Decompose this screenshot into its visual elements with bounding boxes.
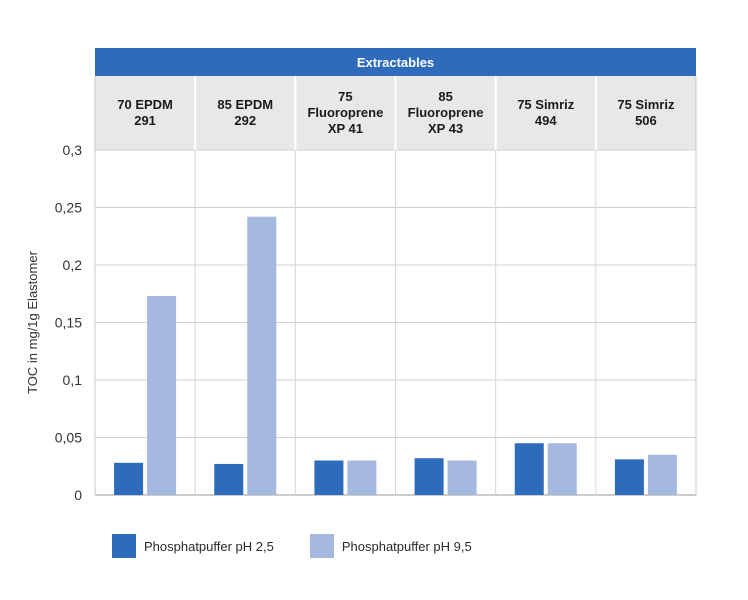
legend-label-ph95: Phosphatpuffer pH 9,5 <box>341 538 472 554</box>
gridlines <box>94 76 697 496</box>
bar-ph25-4 <box>514 443 544 495</box>
legend-swatch-ph95 <box>309 534 334 558</box>
category-label-4: 75 Simriz 494 <box>517 97 575 128</box>
category-label-3-line-0: 85 <box>438 89 452 104</box>
bar-ph95-4 <box>547 443 577 495</box>
y-tick-label-0: 0 <box>74 487 82 503</box>
legend-swatch-ph25 <box>112 534 136 558</box>
category-label-0: 70 EPDM 291 <box>117 97 173 128</box>
category-label-2-line-1: Fluoroprene <box>307 105 383 120</box>
y-tick-label-2: 0,1 <box>63 372 83 388</box>
category-label-4-line-1: 494 <box>535 113 557 128</box>
category-label-0-line-0: 70 EPDM <box>117 97 173 112</box>
category-label-2: 75 Fluoroprene XP 41 <box>307 89 383 136</box>
legend: Phosphatpuffer pH 2,5 Phosphatpuffer pH … <box>112 534 508 558</box>
bars <box>114 216 677 495</box>
bar-ph25-0 <box>114 462 144 495</box>
category-label-3: 85 Fluoroprene XP 43 <box>408 89 484 136</box>
y-tick-label-5: 0,25 <box>55 200 82 216</box>
bar-ph25-2 <box>314 460 344 495</box>
legend-item-ph25: Phosphatpuffer pH 2,5 <box>112 534 274 558</box>
y-tick-labels: 0 0,05 0,1 0,15 0,2 0,25 0,3 <box>55 142 82 503</box>
y-tick-label-1: 0,05 <box>55 430 82 446</box>
y-tick-label-3: 0,15 <box>55 315 82 331</box>
bar-ph95-1 <box>247 216 277 495</box>
bar-ph95-2 <box>347 460 377 495</box>
category-label-2-line-2: XP 41 <box>328 121 363 136</box>
category-label-5-line-1: 506 <box>635 113 657 128</box>
category-label-2-line-0: 75 <box>338 89 352 104</box>
category-label-4-line-0: 75 Simriz <box>517 97 575 112</box>
header-bar <box>95 48 696 76</box>
bar-ph95-3 <box>447 460 477 495</box>
bar-ph25-5 <box>614 459 644 495</box>
bar-ph25-1 <box>214 463 244 495</box>
category-label-3-line-2: XP 43 <box>428 121 463 136</box>
category-label-1-line-0: 85 EPDM <box>217 97 273 112</box>
category-label-1: 85 EPDM 292 <box>217 97 273 128</box>
y-tick-label-6: 0,3 <box>63 142 83 158</box>
y-tick-label-4: 0,2 <box>63 257 83 273</box>
bar-ph25-3 <box>414 458 444 495</box>
legend-item-ph95: Phosphatpuffer pH 9,5 <box>309 534 472 558</box>
category-label-0-line-1: 291 <box>134 113 156 128</box>
bar-ph95-0 <box>147 296 177 495</box>
bar-ph95-5 <box>647 454 677 495</box>
legend-label-ph25: Phosphatpuffer pH 2,5 <box>144 538 274 554</box>
category-label-5: 75 Simriz 506 <box>617 97 675 128</box>
category-label-3-line-1: Fluoroprene <box>408 105 484 120</box>
y-axis-label: TOC in mg/1g Elastomer <box>25 250 40 393</box>
chart-title: Extractables <box>357 55 434 70</box>
category-label-5-line-0: 75 Simriz <box>617 97 675 112</box>
category-label-1-line-1: 292 <box>234 113 256 128</box>
